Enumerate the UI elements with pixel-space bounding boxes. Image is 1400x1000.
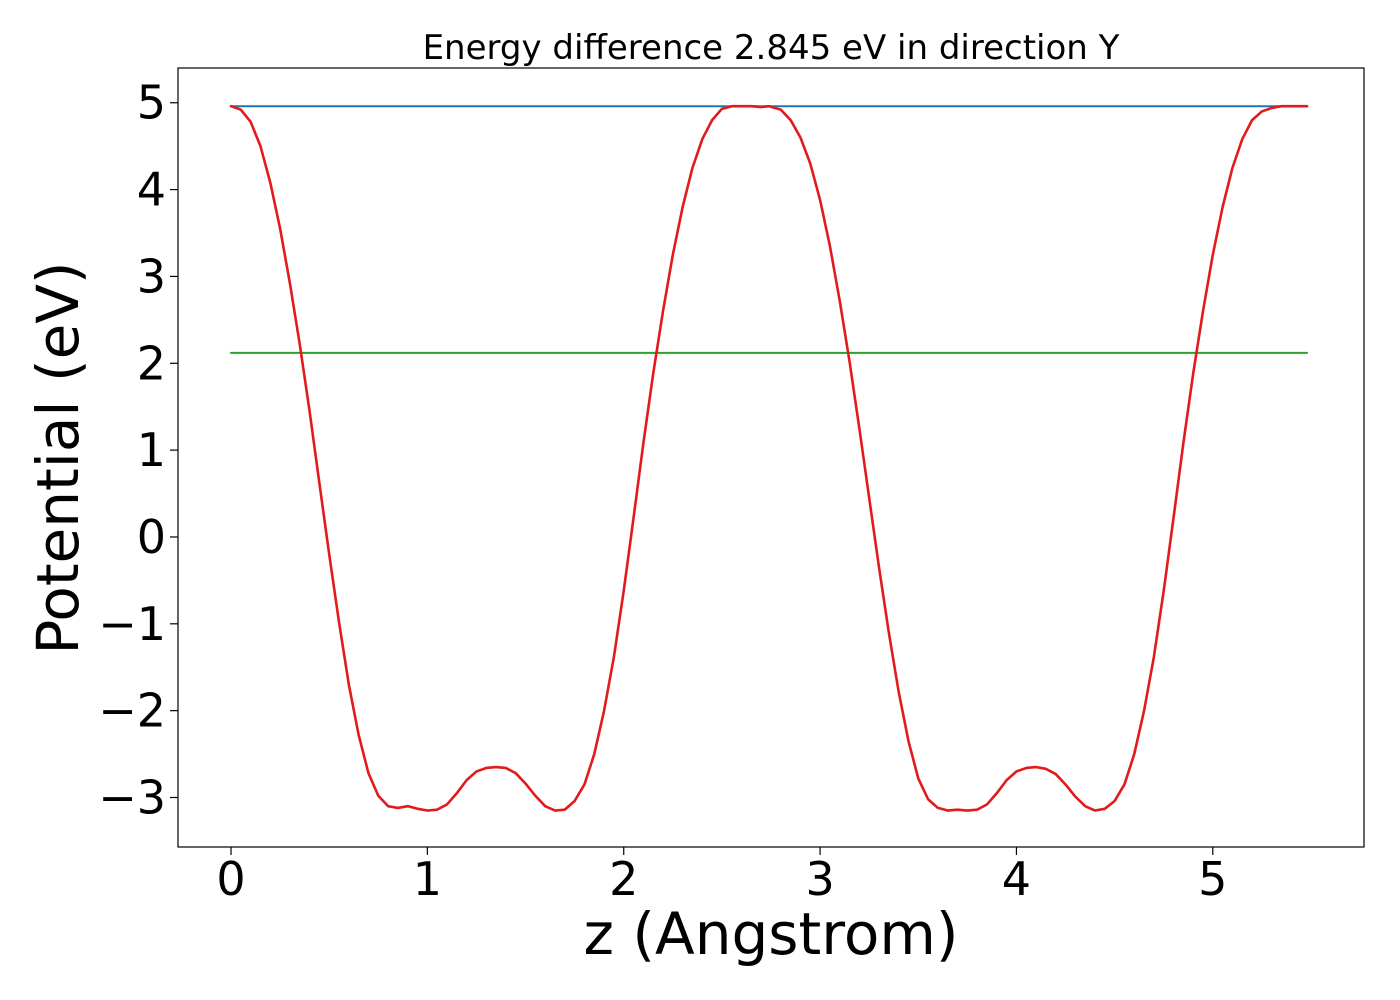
x-tick-label: 3 <box>805 852 834 906</box>
plot-frame <box>177 67 1365 848</box>
plot-area <box>177 67 1365 848</box>
y-tick-label: 4 <box>137 163 166 217</box>
series-layer <box>229 104 1309 812</box>
x-tick-label: 5 <box>1198 852 1227 906</box>
x-tick-label: 2 <box>609 852 638 906</box>
y-tick-label: 5 <box>137 76 166 130</box>
y-tick-label: −1 <box>98 597 166 651</box>
series-line-3 <box>229 104 1309 812</box>
y-tick-label: 2 <box>137 336 166 390</box>
x-axis-title: z (Angstrom) <box>584 900 959 968</box>
y-axis-title: Potential (eV) <box>24 261 92 654</box>
y-tick-label: −2 <box>98 684 166 738</box>
y-tick-label: −3 <box>98 770 166 824</box>
axis-layer: 0 1 2 3 4 5 −3 −2 −1 0 1 2 3 4 5 <box>98 76 1227 906</box>
y-tick-label: 0 <box>137 510 166 564</box>
y-tick-label: 1 <box>137 423 166 477</box>
y-tick-label: 3 <box>137 249 166 303</box>
x-tick-label: 0 <box>216 852 245 906</box>
x-tick-label: 4 <box>1002 852 1031 906</box>
chart-title: Energy difference 2.845 eV in direction … <box>423 28 1120 68</box>
x-tick-label: 1 <box>413 852 442 906</box>
